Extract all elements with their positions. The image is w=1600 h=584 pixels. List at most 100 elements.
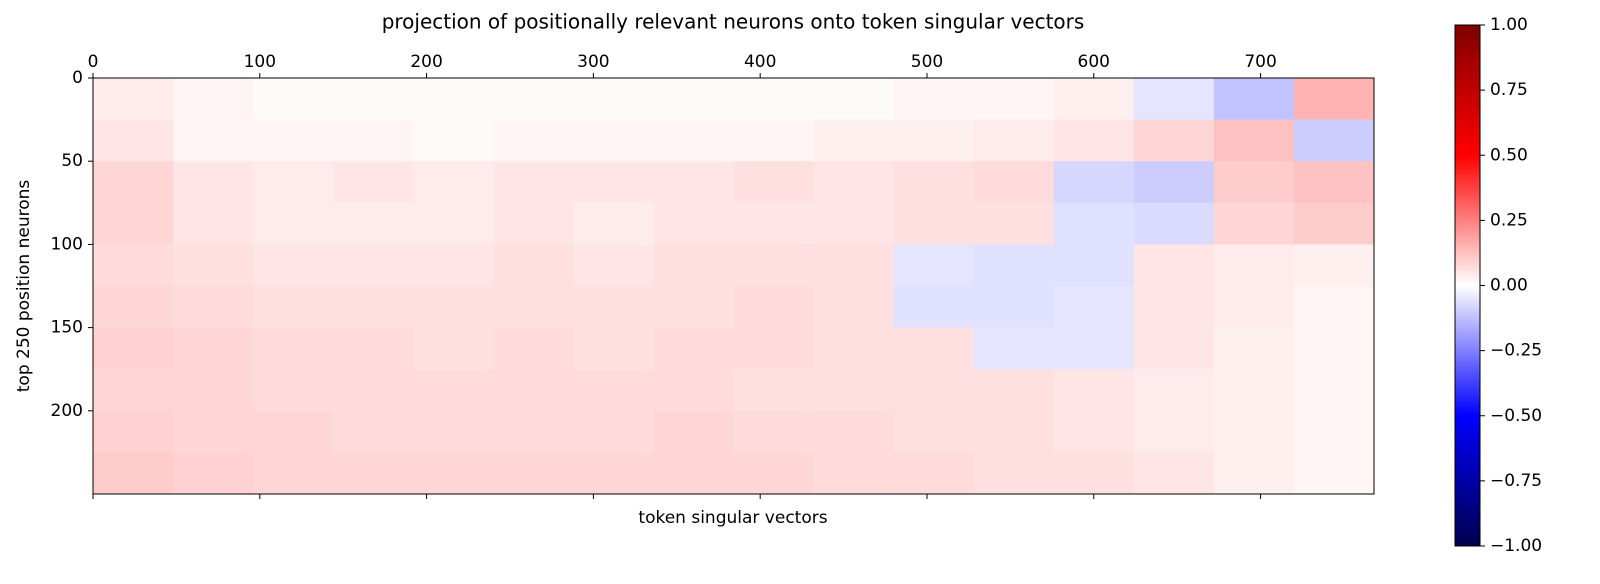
heatmap-cell	[973, 202, 1055, 245]
heatmap-cell	[253, 119, 334, 162]
heatmap-cell	[1213, 410, 1295, 453]
heatmap-cell	[1293, 78, 1375, 120]
heatmap-cell	[1293, 452, 1375, 495]
heatmap-cell	[1213, 161, 1295, 204]
x-tick-label: 400	[744, 52, 776, 72]
heatmap-cell	[573, 452, 654, 495]
heatmap-cell	[493, 202, 574, 245]
heatmap-cell	[573, 202, 654, 245]
heatmap	[93, 78, 1375, 495]
heatmap-cell	[653, 327, 734, 370]
heatmap-cell	[733, 78, 814, 120]
heatmap-cell	[973, 327, 1055, 370]
heatmap-cell	[173, 410, 254, 453]
heatmap-cell	[1213, 369, 1295, 412]
plot-frame	[92, 77, 1375, 495]
heatmap-cell	[1053, 78, 1135, 120]
heatmap-cell	[813, 244, 894, 287]
heatmap-cell	[733, 452, 814, 495]
y-axis-label: top 250 position neurons	[14, 180, 34, 393]
heatmap-cell	[93, 452, 174, 495]
heatmap-cell	[413, 244, 494, 287]
heatmap-cell	[493, 452, 574, 495]
heatmap-cell	[1293, 161, 1375, 204]
x-tick-label: 600	[1078, 52, 1110, 72]
heatmap-cell	[653, 244, 734, 287]
heatmap-cell	[253, 452, 334, 495]
heatmap-cell	[413, 286, 494, 328]
colorbar-tick-label: −0.75	[1490, 471, 1542, 491]
chart-title: projection of positionally relevant neur…	[382, 10, 1085, 34]
heatmap-cell	[253, 410, 334, 453]
heatmap-cell	[1213, 202, 1295, 245]
heatmap-cell	[973, 369, 1055, 412]
heatmap-cell	[893, 286, 974, 328]
heatmap-cell	[413, 119, 494, 162]
heatmap-cell	[653, 119, 734, 162]
heatmap-cell	[813, 452, 894, 495]
heatmap-cell	[973, 452, 1055, 495]
y-tick-label: 100	[51, 234, 83, 254]
heatmap-cell	[1053, 452, 1135, 495]
heatmap-cell	[493, 286, 574, 328]
heatmap-cell	[653, 202, 734, 245]
heatmap-cell	[1293, 244, 1375, 287]
colorbar-tick-label: 0.25	[1490, 210, 1528, 230]
heatmap-cell	[173, 244, 254, 287]
heatmap-cell	[1053, 202, 1135, 245]
heatmap-cell	[253, 202, 334, 245]
heatmap-cell	[813, 369, 894, 412]
heatmap-cell	[1133, 202, 1215, 245]
heatmap-cell	[733, 327, 814, 370]
heatmap-cell	[573, 286, 654, 328]
heatmap-cell	[653, 452, 734, 495]
heatmap-cell	[1133, 78, 1215, 120]
heatmap-cell	[973, 119, 1055, 162]
heatmap-cell	[1293, 369, 1375, 412]
heatmap-cell	[333, 119, 414, 162]
colorbar-tick-label: 0.75	[1490, 80, 1528, 100]
heatmap-cell	[893, 327, 974, 370]
heatmap-cell	[413, 410, 494, 453]
colorbar	[1454, 24, 1481, 547]
heatmap-cell	[333, 369, 414, 412]
heatmap-cell	[333, 244, 414, 287]
heatmap-cell	[573, 119, 654, 162]
heatmap-cell	[813, 202, 894, 245]
heatmap-cell	[173, 78, 254, 120]
heatmap-cell	[1053, 369, 1135, 412]
heatmap-cell	[573, 410, 654, 453]
heatmap-cell	[493, 327, 574, 370]
heatmap-cell	[1293, 286, 1375, 328]
heatmap-cell	[653, 161, 734, 204]
heatmap-cell	[1213, 452, 1295, 495]
heatmap-cell	[733, 286, 814, 328]
x-tick-label: 500	[911, 52, 943, 72]
heatmap-cell	[1213, 327, 1295, 370]
heatmap-cell	[813, 410, 894, 453]
heatmap-cell	[893, 119, 974, 162]
heatmap-cell	[893, 410, 974, 453]
heatmap-cell	[93, 286, 174, 328]
heatmap-cell	[733, 119, 814, 162]
heatmap-cell	[573, 369, 654, 412]
heatmap-cell	[733, 202, 814, 245]
heatmap-cell	[573, 161, 654, 204]
heatmap-cell	[1053, 327, 1135, 370]
heatmap-cell	[493, 119, 574, 162]
heatmap-cell	[1293, 119, 1375, 162]
heatmap-cell	[493, 78, 574, 120]
heatmap-cell	[653, 286, 734, 328]
heatmap-cell	[1053, 244, 1135, 287]
heatmap-cell	[893, 202, 974, 245]
heatmap-cell	[333, 202, 414, 245]
heatmap-cell	[813, 161, 894, 204]
heatmap-cell	[413, 452, 494, 495]
heatmap-cell	[1213, 119, 1295, 162]
heatmap-cell	[893, 78, 974, 120]
x-tick-label: 0	[88, 52, 99, 72]
colorbar-tick-label: 0.00	[1490, 276, 1528, 296]
colorbar-tick-label: −0.50	[1490, 406, 1542, 426]
heatmap-cell	[1133, 244, 1215, 287]
